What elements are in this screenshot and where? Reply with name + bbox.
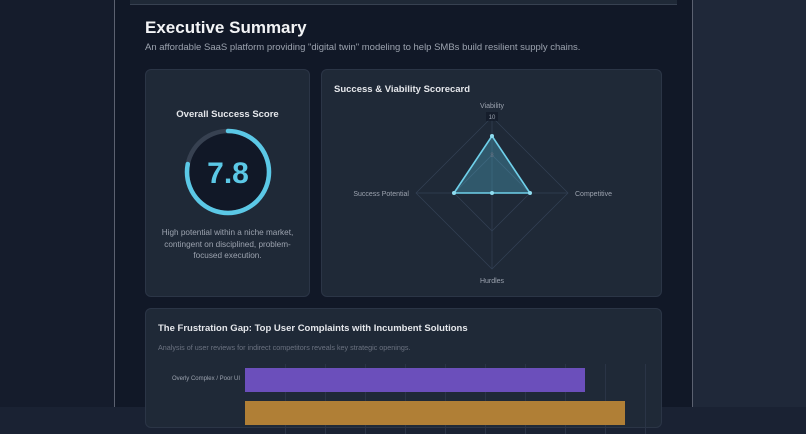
radar-tick-8: 8: [490, 153, 494, 159]
right-margin: [693, 0, 806, 407]
gridline: [525, 364, 526, 434]
previous-section-edge: [130, 0, 677, 5]
radar-chart: 10 8 Viability Competitive Hurdles Succe…: [353, 103, 612, 285]
divider-right: [692, 0, 693, 407]
radar-axis-success-potential: Success Potential: [353, 191, 409, 198]
gridline: [565, 364, 566, 434]
gridline: [325, 364, 326, 434]
frustration-gap-card: The Frustration Gap: Top User Complaints…: [145, 308, 662, 434]
overall-score-card: Overall Success Score 7.8 High potential…: [145, 69, 310, 297]
radar-axis-viability: Viability: [480, 103, 504, 110]
gap-card-title: The Frustration Gap: Top User Complaints…: [158, 323, 468, 334]
score-value: 7.8: [207, 157, 249, 190]
radar-axis-hurdles: Hurdles: [480, 278, 505, 285]
bar-second-complaint[interactable]: [245, 401, 625, 425]
bar-complex-ui[interactable]: [245, 368, 585, 392]
divider-left: [114, 0, 115, 407]
radar-axis-competitive: Competitive: [575, 191, 612, 198]
scorecard-radar-card: Success & Viability Scorecard 10 8 Viabi…: [321, 69, 662, 297]
gap-card-description: Analysis of user reviews for indirect co…: [158, 343, 411, 352]
page-subtitle: An affordable SaaS platform providing "d…: [145, 42, 581, 53]
score-description: High potential within a niche market, co…: [161, 228, 294, 260]
score-card-title: Overall Success Score: [176, 109, 279, 120]
bar-label: Overly Complex / Poor UI: [171, 376, 240, 382]
gridline: [485, 364, 486, 434]
gridline: [365, 364, 366, 434]
gridline: [285, 364, 286, 434]
left-margin: [0, 0, 114, 407]
gridline: [445, 364, 446, 434]
gridline: [605, 364, 606, 434]
gridline: [645, 364, 646, 434]
page-title: Executive Summary: [145, 18, 307, 37]
radar-card-title: Success & Viability Scorecard: [334, 84, 471, 95]
gridline: [405, 364, 406, 434]
score-ring: 7.8: [184, 128, 272, 216]
radar-tick-10: 10: [489, 115, 496, 121]
